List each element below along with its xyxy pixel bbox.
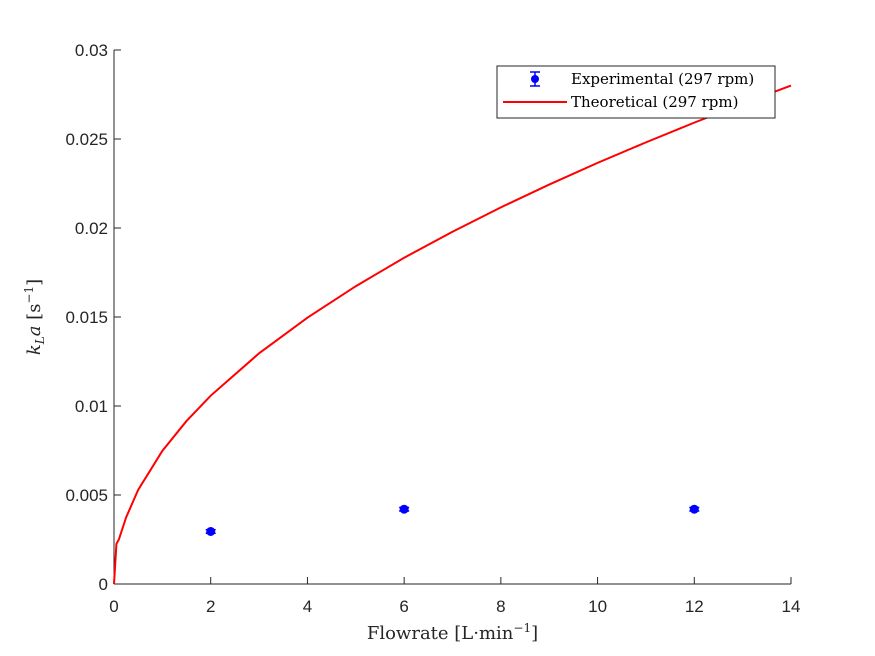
data-point bbox=[399, 504, 409, 514]
x-axis-label: Flowrate [L·min−1] bbox=[367, 621, 538, 644]
y-axis-label-tail: ] bbox=[24, 279, 45, 286]
y-tick-label: 0.005 bbox=[65, 486, 108, 505]
theoretical-line bbox=[113, 84, 792, 585]
y-axis-label-subscript: L bbox=[33, 336, 47, 345]
y-tick-label: 0.02 bbox=[75, 219, 108, 238]
y-axis-label-a: a bbox=[24, 326, 45, 337]
y-tick-label: 0.03 bbox=[75, 41, 108, 60]
y-axis-label-superscript: −1 bbox=[22, 286, 36, 304]
data-point bbox=[206, 526, 216, 536]
x-tick-label: 6 bbox=[399, 597, 408, 616]
x-tick-label: 0 bbox=[109, 597, 118, 616]
y-tick-label: 0 bbox=[99, 575, 108, 594]
x-tick-label: 4 bbox=[303, 597, 312, 616]
legend-errorbar-point bbox=[531, 75, 539, 83]
x-tick-label: 10 bbox=[588, 597, 607, 616]
x-tick-label: 14 bbox=[782, 597, 801, 616]
x-tick-label: 12 bbox=[685, 597, 704, 616]
y-axis-ticks: 0 0.005 0.01 0.015 0.02 0.025 0.03 bbox=[65, 41, 121, 594]
x-tick-label: 8 bbox=[496, 597, 505, 616]
y-axis-label: kLa [s−1] bbox=[22, 279, 47, 355]
legend-entry-experimental: Experimental (297 rpm) bbox=[571, 70, 754, 88]
legend-entry-theoretical: Theoretical (297 rpm) bbox=[571, 93, 738, 111]
legend-box bbox=[496, 65, 776, 119]
y-tick-label: 0.01 bbox=[75, 397, 108, 416]
y-axis-label-unit: [s bbox=[24, 304, 45, 326]
legend: Experimental (297 rpm) Theoretical (297 … bbox=[496, 65, 776, 119]
x-axis-label-main: Flowrate [L·min bbox=[367, 623, 514, 644]
y-tick-label: 0.025 bbox=[65, 130, 108, 149]
x-axis-label-tail: ] bbox=[531, 623, 538, 644]
x-axis-label-superscript: −1 bbox=[513, 621, 531, 635]
y-axis-label-k: k bbox=[24, 344, 45, 355]
y-tick-label: 0.015 bbox=[65, 308, 108, 327]
legend-errorbar-marker bbox=[530, 71, 540, 87]
x-tick-label: 2 bbox=[206, 597, 215, 616]
x-axis-ticks: 0 2 4 6 8 10 12 14 bbox=[109, 577, 800, 616]
plot-area bbox=[113, 84, 792, 585]
data-point bbox=[689, 504, 699, 514]
axes-frame bbox=[113, 50, 791, 585]
